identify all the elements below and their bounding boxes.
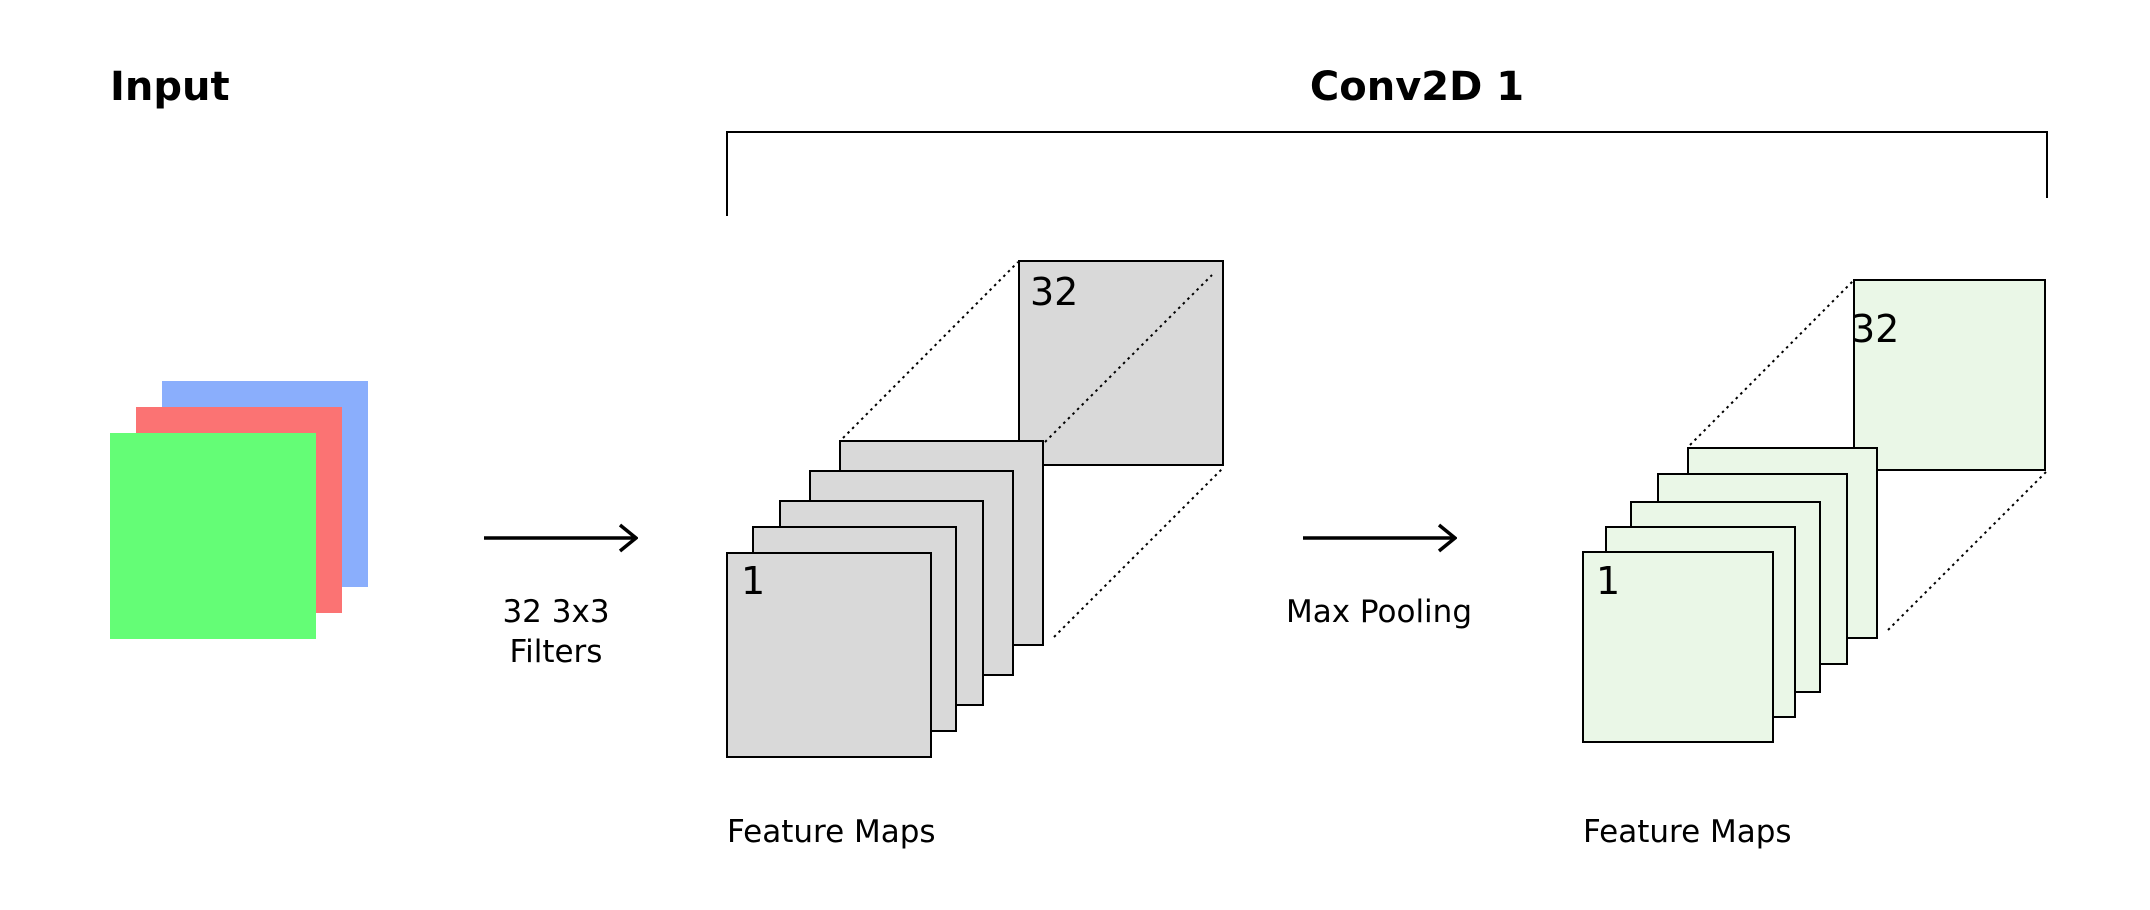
- conv-block-title: Conv2D 1: [1310, 64, 1524, 110]
- feature-map-last-index: 32: [1851, 307, 1899, 351]
- feature-map-first: [726, 552, 932, 758]
- feature-map-first-index: 1: [741, 559, 765, 603]
- feature-map-last: [1018, 260, 1224, 466]
- perspective-line-top: [842, 261, 1019, 439]
- perspective-line-diagonal: [1044, 274, 1213, 443]
- conv-block-bracket: [726, 131, 2048, 216]
- feature-map-first: [1582, 551, 1774, 743]
- feature-map-last-index: 32: [1030, 270, 1078, 314]
- pooling-label: Max Pooling: [1286, 594, 1472, 630]
- perspective-line-bottom: [1887, 471, 2047, 631]
- feature-map-last: [1853, 279, 2046, 471]
- filters-label-line1: 32 3x3: [502, 594, 609, 630]
- conv-feature-maps-label: Feature Maps: [727, 814, 936, 850]
- conv-feature-map-stack: 32 1: [726, 260, 1225, 758]
- pool-feature-maps-label: Feature Maps: [1583, 814, 1792, 850]
- feature-map-first-index: 1: [1596, 559, 1620, 603]
- perspective-line-bottom: [1053, 466, 1225, 638]
- filters-label-line2: Filters: [510, 634, 603, 670]
- pool-feature-map-stack: 32 1: [1582, 279, 2047, 743]
- input-channels: [110, 381, 368, 639]
- input-channel-green: [110, 433, 316, 639]
- perspective-line-top: [1689, 280, 1854, 446]
- input-title: Input: [110, 64, 230, 110]
